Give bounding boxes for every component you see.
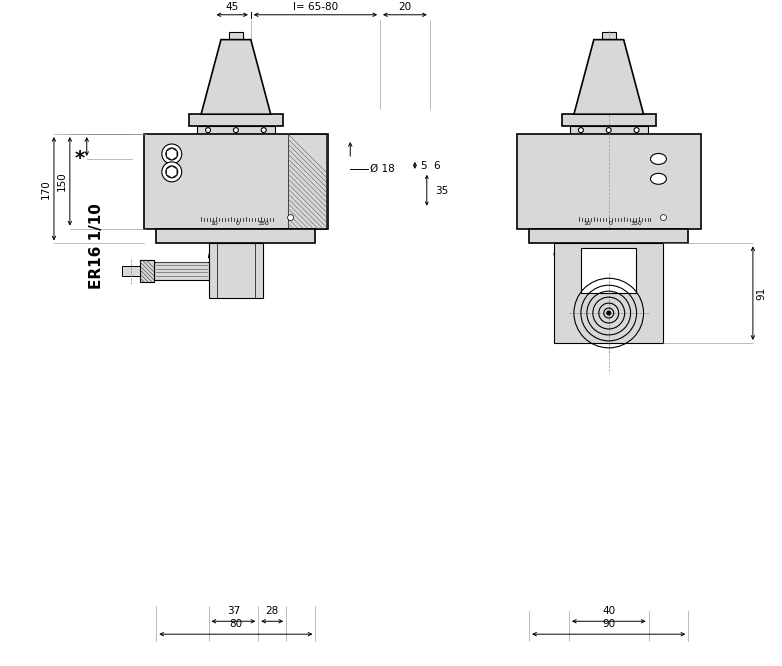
Polygon shape: [167, 148, 177, 160]
Circle shape: [634, 128, 639, 133]
Circle shape: [162, 144, 181, 164]
Bar: [554, 244, 663, 343]
Bar: [209, 244, 264, 298]
Circle shape: [661, 214, 666, 220]
Text: 20: 20: [398, 2, 411, 12]
Text: 37: 37: [227, 606, 240, 616]
Text: 0: 0: [236, 220, 240, 226]
Text: Ø 18: Ø 18: [370, 164, 395, 174]
Circle shape: [261, 128, 266, 133]
Text: 40: 40: [602, 606, 615, 616]
Text: *: *: [75, 149, 85, 168]
Text: 5: 5: [420, 161, 426, 171]
Text: 170: 170: [41, 179, 51, 198]
Text: 350: 350: [258, 220, 270, 226]
Text: 28: 28: [266, 606, 279, 616]
Ellipse shape: [651, 153, 666, 165]
Circle shape: [608, 312, 610, 314]
Polygon shape: [574, 40, 644, 114]
Bar: [122, 266, 140, 276]
Circle shape: [166, 166, 178, 178]
Circle shape: [579, 128, 583, 133]
Text: 45: 45: [225, 2, 239, 12]
Bar: [570, 126, 647, 134]
Ellipse shape: [651, 173, 666, 184]
Text: 10: 10: [210, 220, 218, 226]
Polygon shape: [201, 40, 271, 114]
Text: 10: 10: [583, 220, 590, 226]
Bar: [288, 134, 326, 228]
Bar: [561, 114, 656, 126]
Circle shape: [233, 128, 239, 133]
Polygon shape: [167, 166, 177, 178]
Text: I= 65-80: I= 65-80: [293, 2, 338, 12]
Circle shape: [606, 128, 612, 133]
Bar: [229, 32, 243, 40]
Text: 80: 80: [229, 619, 242, 629]
Text: ER16 1/10: ER16 1/10: [89, 203, 104, 289]
Bar: [140, 260, 154, 282]
Circle shape: [206, 128, 210, 133]
Circle shape: [166, 148, 178, 160]
Text: 350: 350: [631, 220, 643, 226]
Text: 0: 0: [609, 220, 612, 226]
Bar: [144, 134, 328, 228]
Text: 6: 6: [432, 161, 439, 171]
Bar: [529, 228, 688, 244]
Bar: [188, 114, 283, 126]
Text: 150: 150: [57, 171, 67, 191]
Circle shape: [162, 162, 181, 182]
Text: 90: 90: [602, 619, 615, 629]
Text: 35: 35: [435, 186, 448, 196]
Bar: [517, 134, 701, 228]
Bar: [197, 126, 274, 134]
Text: 91: 91: [756, 286, 766, 300]
Circle shape: [288, 214, 293, 220]
Bar: [602, 32, 615, 40]
Bar: [156, 228, 315, 244]
Bar: [581, 248, 636, 293]
Bar: [154, 262, 209, 280]
